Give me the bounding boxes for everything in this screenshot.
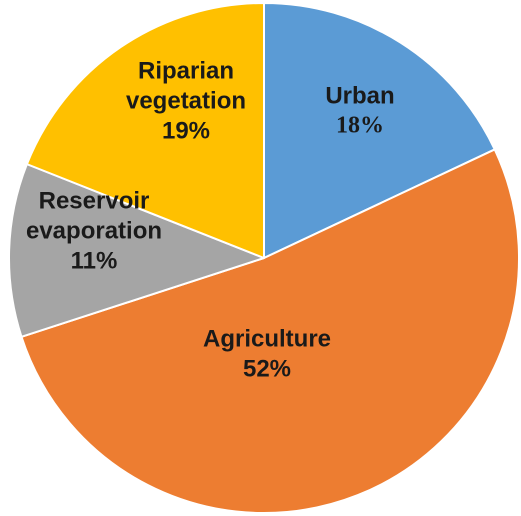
slice-label-agriculture: Agriculture 52% — [203, 325, 331, 382]
slice-label-reservoir-evaporation: Reservoir evaporation 11% — [26, 187, 162, 274]
slice-label-riparian-vegetation: Riparian vegetation 19% — [126, 57, 246, 144]
slice-name-label: Reservoir — [39, 187, 150, 214]
slice-name-label: Urban — [325, 82, 394, 109]
slice-name-label: evaporation — [26, 217, 162, 244]
slice-percent-label: 52% — [243, 355, 291, 382]
slice-percent-label: 11% — [71, 247, 118, 274]
slice-reservoir-evaporation — [8, 163, 265, 338]
slice-percent-label: 18% — [336, 113, 384, 139]
slice-agriculture — [20, 148, 520, 514]
pie-slices — [8, 2, 520, 514]
slice-riparian-vegetation — [25, 2, 265, 259]
slice-urban — [263, 2, 496, 259]
slice-name-label: vegetation — [126, 87, 246, 114]
slice-percent-label: 19% — [162, 117, 210, 144]
slice-name-label: Riparian — [138, 57, 234, 84]
slice-name-label: Agriculture — [203, 325, 331, 352]
slice-label-urban: Urban 18% — [325, 82, 394, 138]
